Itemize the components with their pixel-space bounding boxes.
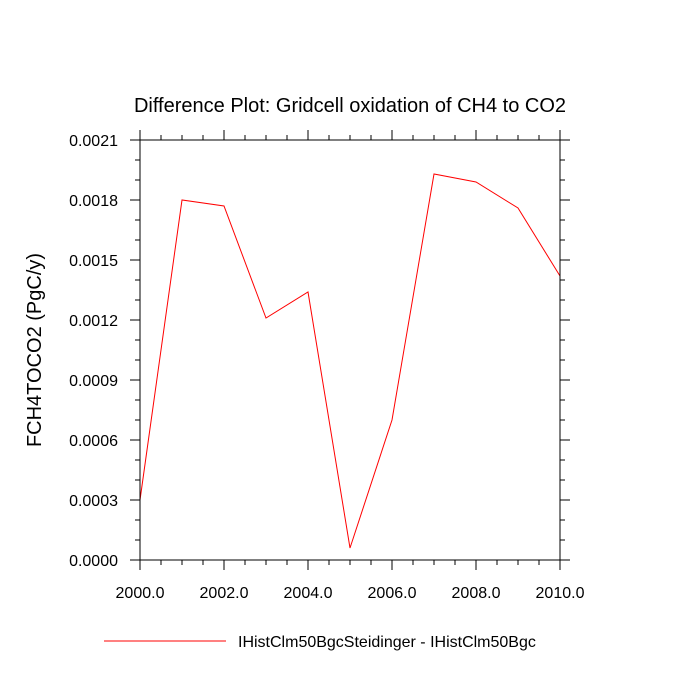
- chart-title: Difference Plot: Gridcell oxidation of C…: [134, 95, 566, 117]
- series-line: [139, 173, 561, 549]
- y-tick-label: 0.0018: [69, 193, 118, 210]
- x-tick-label: 2010.0: [536, 585, 585, 602]
- y-axis-label: FCH4TOCO2 (PgC/y): [24, 253, 46, 447]
- x-tick-label: 2008.0: [452, 585, 501, 602]
- axis-ticks: [130, 130, 570, 570]
- y-tick-label: 0.0009: [69, 373, 118, 390]
- y-tick-label: 0.0021: [69, 133, 118, 150]
- x-tick-label: 2000.0: [116, 585, 165, 602]
- y-tick-label: 0.0000: [69, 553, 118, 570]
- y-tick-label: 0.0015: [69, 253, 118, 270]
- x-tick-label: 2006.0: [368, 585, 417, 602]
- plot-frame: [139, 139, 561, 561]
- y-tick-label: 0.0012: [69, 313, 118, 330]
- y-tick-label: 0.0003: [69, 493, 118, 510]
- data-series: [139, 173, 561, 549]
- y-tick-label: 0.0006: [69, 433, 118, 450]
- x-tick-label: 2004.0: [284, 585, 333, 602]
- legend-label: IHistClm50BgcSteidinger - IHistClm50Bgc: [238, 634, 536, 651]
- tick-labels: 2000.0 2002.0 2004.0 2006.0 2008.0 2010.0 0.00…: [69, 133, 585, 602]
- legend: IHistClm50BgcSteidinger - IHistClm50Bgc: [104, 634, 536, 651]
- x-tick-label: 2002.0: [200, 585, 249, 602]
